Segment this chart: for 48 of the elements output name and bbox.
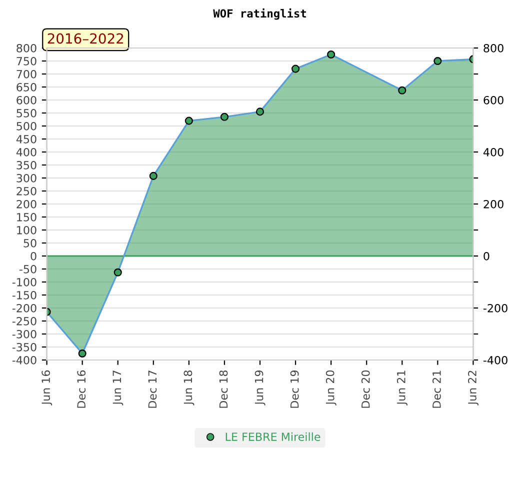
y-tick-label: 450 [16,134,36,144]
x-tick-label: Jun 17 [112,370,124,406]
y-tick-label: -250 [12,316,36,326]
y2-tick-label: 0 [484,252,490,260]
x-tick-label: Dec 18 [219,370,228,408]
y-tick-label: 500 [16,122,36,130]
y-tick-label: 0 [30,252,36,260]
y-tick-label: -400 [12,356,36,364]
x-tick-label: Jun 20 [326,370,336,406]
x-tick-label: Jun 21 [396,370,408,406]
y-tick-label: 250 [16,186,36,196]
x-tick-label: Dec 21 [432,370,441,408]
y-tick-label: 200 [16,200,36,208]
y2-tick-label: 200 [484,200,504,208]
x-tick-label: Dec 19 [290,370,299,408]
y-tick-label: -100 [12,278,36,286]
y-tick-label: -200 [12,304,36,312]
y-tick-label: 150 [17,212,36,222]
y-tick-label: -350 [12,342,36,352]
x-tick-label: Jun 18 [184,370,194,406]
y-tick-label: 50 [24,238,36,248]
x-tick-label: Jun 19 [254,370,266,406]
y-tick-label: 650 [16,82,36,92]
y-tick-label: -150 [12,290,36,300]
y-tick-label: 750 [16,56,36,66]
y2-tick-label: 800 [484,44,504,52]
x-tick-label: Dec 16 [77,370,86,408]
y-tick-label: 100 [17,226,36,234]
x-tick-label: Jun 22 [468,370,478,406]
text: 2016–2022 [48,33,124,44]
y-tick-label: 600 [16,96,36,104]
x-tick-label: Dec 17 [148,370,157,408]
legend-label: LE FEBRE Mireille [226,432,320,441]
y2-tick-label: -200 [483,304,508,312]
y-tick-label: 700 [16,70,36,78]
y-tick-label: 350 [16,160,36,170]
chart-title: WOF ratinglist [213,8,306,20]
y2-tick-label: 400 [483,148,504,156]
y2-tick-label: 600 [484,96,504,104]
y-tick-label: -300 [12,330,36,338]
y-tick-label: 300 [16,174,36,182]
x-tick-label: Jun 16 [42,370,52,406]
y-tick-label: -50 [19,264,36,274]
y2-tick-label: -400 [483,356,508,364]
y-tick-label: 550 [16,108,36,118]
y-tick-label: 400 [16,148,36,156]
x-tick-label: Dec 20 [361,370,370,408]
y-tick-label: 800 [16,44,36,52]
